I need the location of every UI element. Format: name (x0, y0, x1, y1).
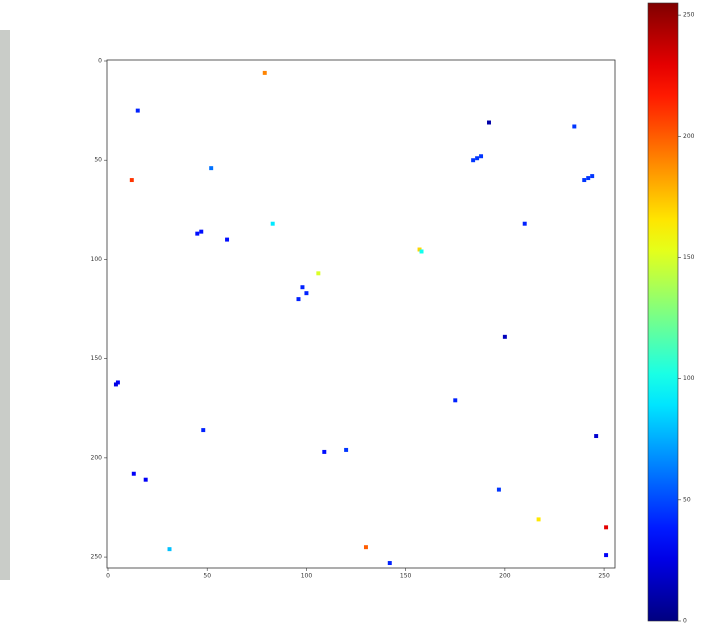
pixel (586, 176, 591, 181)
colorbar-tick-label: 0 (683, 618, 687, 624)
pixel (316, 271, 321, 276)
pixel (167, 547, 172, 552)
pixel (604, 553, 609, 558)
y-tick-label: 100 (91, 256, 103, 263)
pixel (536, 517, 541, 522)
pixel (300, 285, 305, 290)
pixel (487, 120, 491, 125)
side-image (0, 30, 10, 580)
colorbar (647, 2, 679, 622)
pixel (453, 398, 458, 403)
pixel (572, 124, 577, 129)
x-tick-label: 200 (499, 573, 511, 580)
x-tick-label: 50 (203, 573, 211, 580)
pixel (363, 545, 368, 550)
pixel (113, 382, 118, 387)
y-tick-label: 250 (91, 554, 103, 561)
colorbar-tick-label: 50 (683, 496, 691, 503)
pixel (594, 434, 599, 439)
pixel (129, 178, 134, 183)
pixel (195, 231, 200, 236)
pixel (225, 237, 230, 242)
pixel (471, 158, 476, 163)
x-tick-label: 250 (598, 573, 610, 580)
pixel (387, 561, 392, 566)
pixel (522, 221, 527, 226)
pixel (131, 471, 136, 476)
pixel (304, 291, 309, 296)
pixel (209, 166, 214, 171)
y-tick-label: 0 (98, 57, 102, 64)
pixel (475, 156, 480, 161)
x-tick-label: 100 (301, 573, 313, 580)
x-tick-label: 150 (400, 573, 412, 580)
pixel (502, 334, 507, 339)
pixel (582, 178, 587, 183)
plot-frame (106, 59, 616, 569)
pixel (296, 297, 301, 302)
pixel (143, 477, 148, 482)
colorbar-tick-label: 200 (683, 133, 695, 140)
colorbar-tick-label: 150 (683, 254, 695, 261)
y-tick-label: 50 (94, 157, 102, 164)
pixel (199, 229, 204, 234)
pixel (419, 249, 424, 254)
x-tick-label: 0 (106, 573, 110, 580)
colorbar-tick-label: 100 (683, 375, 695, 382)
colorbar-tick-label: 250 (683, 12, 695, 19)
y-tick-label: 200 (91, 454, 103, 461)
pixel (344, 447, 349, 452)
pixel (201, 428, 206, 433)
y-tick-label: 150 (91, 355, 103, 362)
pixel (496, 487, 501, 492)
pixel (270, 221, 275, 226)
pixel (262, 70, 267, 75)
pixel (590, 174, 595, 179)
pixel (604, 525, 609, 530)
pixel (479, 154, 484, 159)
pixel (135, 108, 140, 113)
pixel (322, 449, 327, 454)
